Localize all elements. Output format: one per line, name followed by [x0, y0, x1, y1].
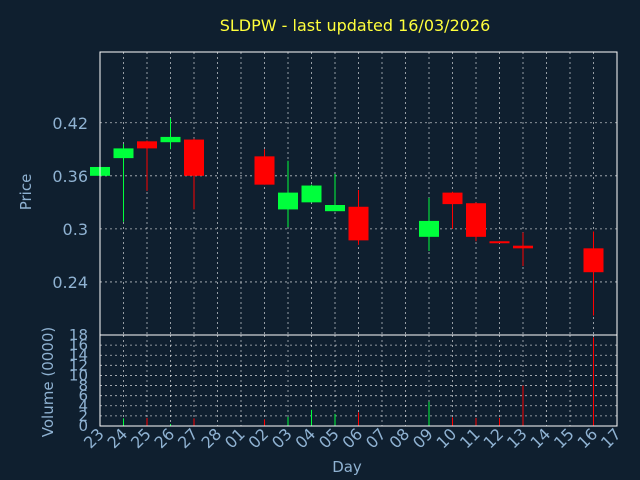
candle-body	[489, 241, 510, 244]
candle-body	[325, 204, 345, 212]
candle-body	[419, 220, 439, 237]
candle-body	[184, 139, 204, 176]
y-tick-label-volume: 2	[78, 407, 88, 425]
candle-down	[442, 191, 463, 229]
candle-down	[254, 149, 275, 185]
volume-panel-frame	[99, 334, 618, 427]
y-tick-label-volume: 0	[78, 417, 88, 435]
candle-up	[113, 143, 134, 222]
x-tick-label: 17	[597, 424, 625, 452]
candle-body	[442, 192, 463, 205]
candle-body	[301, 185, 322, 203]
y-tick-label-price: 0.36	[52, 167, 88, 186]
candle-up	[278, 160, 298, 228]
candle-body	[137, 141, 157, 149]
candle-up	[325, 174, 345, 212]
y-tick-label-price: 0.3	[63, 220, 88, 239]
y-axis-label-price: Price	[17, 174, 35, 211]
y-tick-label-volume: 6	[78, 387, 88, 405]
candle-down	[513, 232, 533, 267]
candle-down	[489, 241, 510, 244]
x-axis-ticks: 2324252627280102030405060708091011121314…	[80, 424, 625, 452]
candle-down	[137, 140, 157, 191]
candle-down	[184, 138, 204, 210]
y-tick-label-volume: 4	[78, 397, 88, 415]
candle-down	[466, 202, 486, 242]
candle-body	[583, 248, 604, 273]
candle-down	[583, 231, 604, 316]
candle-body	[348, 206, 369, 241]
x-axis-label: Day	[332, 458, 362, 476]
candle-body	[113, 148, 134, 159]
candle-body	[466, 203, 486, 237]
chart-title: SLDPW - last updated 16/03/2026	[220, 16, 491, 35]
candle-down	[348, 189, 369, 245]
candle-up	[301, 184, 322, 203]
candles	[90, 118, 604, 316]
y-tick-label-volume: 8	[78, 377, 88, 395]
y-axis-label-volume: Volume (0000)	[39, 327, 57, 437]
y-tick-label-volume: 16	[69, 336, 88, 354]
y-tick-label-price: 0.42	[52, 114, 88, 133]
y-tick-label-volume: 10	[69, 366, 88, 384]
candle-body	[513, 245, 533, 249]
candle-up	[160, 118, 181, 150]
y-tick-label-volume: 18	[69, 326, 88, 344]
y-tick-label-volume: 12	[69, 356, 88, 374]
y-tick-label-volume: 14	[69, 346, 88, 364]
candle-up	[419, 197, 439, 251]
candle-body	[278, 192, 298, 210]
volume-bars	[99, 337, 594, 426]
y-axis-ticks-price: 0.24 0.3 0.36 0.42	[52, 114, 88, 292]
y-tick-label-price: 0.24	[52, 273, 88, 292]
candle-body	[254, 156, 275, 185]
candle-body	[160, 136, 181, 143]
